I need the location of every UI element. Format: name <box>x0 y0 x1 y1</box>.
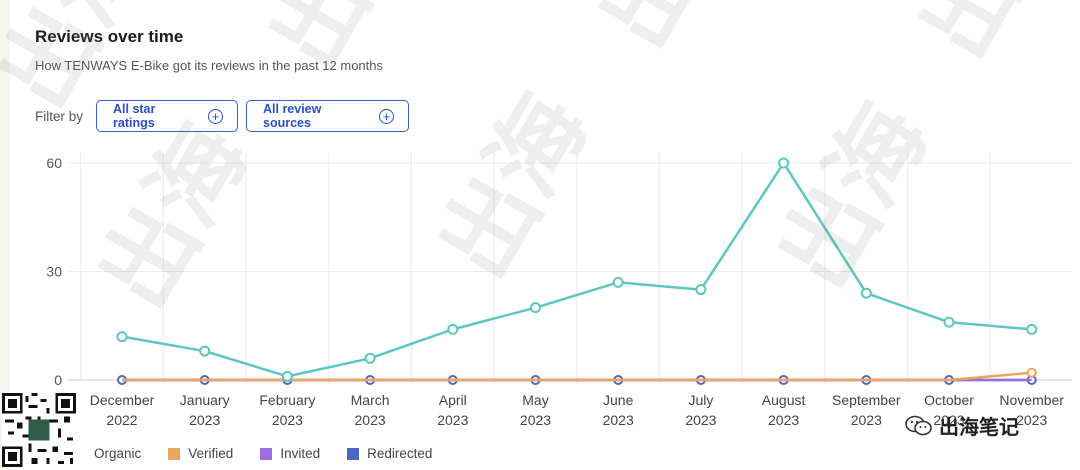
wechat-icon <box>905 415 932 435</box>
legend-label-organic: Organic <box>94 446 142 461</box>
chart-legend: Organic Verified Invited Redirected <box>86 446 459 461</box>
legend-label-redirected: Redirected <box>367 446 433 461</box>
x-tick-label-month: April <box>439 392 467 408</box>
x-tick-label-year: 2023 <box>768 412 799 428</box>
watermark-label: 出海笔记 <box>939 417 1019 439</box>
x-tick-label-year: 2023 <box>851 412 882 428</box>
reviews-card <box>10 0 1080 470</box>
y-tick-label: 0 <box>54 372 62 388</box>
x-tick-label-month: September <box>832 392 901 408</box>
plus-icon: + <box>379 108 394 124</box>
legend-item-invited[interactable]: Invited <box>260 446 320 461</box>
data-point-organic[interactable] <box>943 316 955 328</box>
data-point-organic[interactable] <box>860 287 872 299</box>
legend-swatch-redirected <box>347 447 360 460</box>
x-tick-label-year: 2022 <box>106 412 137 428</box>
x-tick-label-year: 2023 <box>355 412 386 428</box>
data-point-organic[interactable] <box>778 157 790 169</box>
x-tick-label-year: 2023 <box>1016 412 1047 428</box>
plus-icon: + <box>208 108 223 124</box>
legend-label-invited: Invited <box>280 446 321 461</box>
x-tick-label-year: 2023 <box>189 412 220 428</box>
x-tick-label-year: 2023 <box>685 412 716 428</box>
data-point-organic[interactable] <box>199 345 211 357</box>
series-line-verified <box>122 371 1032 382</box>
data-point-organic[interactable] <box>612 276 624 288</box>
x-tick-label-month: November <box>999 392 1064 408</box>
x-tick-label-month: March <box>351 392 390 408</box>
data-point-organic[interactable] <box>530 302 541 314</box>
x-tick-label-month: February <box>259 392 315 408</box>
data-point-organic[interactable] <box>1026 323 1038 335</box>
star-ratings-label: All star ratings <box>113 102 156 130</box>
watermark-brand: 出海笔记 <box>905 411 1019 440</box>
x-tick-label-month: May <box>522 392 548 408</box>
x-tick-label-month: October <box>924 392 974 408</box>
data-point-organic[interactable] <box>364 352 376 364</box>
data-point-verified[interactable] <box>1026 367 1037 378</box>
x-tick-label-year: 2023 <box>437 412 468 428</box>
legend-swatch-invited <box>260 447 273 460</box>
x-tick-label-month: January <box>180 392 230 408</box>
x-tick-label-month: August <box>762 392 806 408</box>
x-tick-label-year: 2023 <box>603 412 634 428</box>
data-point-organic[interactable] <box>281 370 293 382</box>
review-sources-filter-button[interactable]: All review sources + <box>246 100 409 132</box>
legend-item-verified[interactable]: Verified <box>168 446 233 461</box>
data-point-organic[interactable] <box>116 331 128 343</box>
chart-subtitle: How TENWAYS E-Bike got its reviews in th… <box>35 58 384 73</box>
legend-label-verified: Verified <box>188 446 234 461</box>
x-tick-label-month: December <box>90 392 155 408</box>
y-tick-label: 60 <box>46 155 62 171</box>
x-tick-label-year: 2023 <box>272 412 303 428</box>
y-tick-label: 30 <box>46 264 62 280</box>
legend-swatch-verified <box>168 447 181 460</box>
x-tick-label-year: 2023 <box>933 412 964 428</box>
review-sources-label: All review sources <box>263 102 322 130</box>
legend-item-organic[interactable]: Organic <box>86 446 141 461</box>
series-line-organic <box>121 161 1032 378</box>
star-ratings-filter-button[interactable]: All star ratings + <box>96 100 238 132</box>
chart-title: Reviews over time <box>35 27 184 46</box>
x-tick-label-month: July <box>688 392 713 408</box>
data-point-organic[interactable] <box>695 284 707 296</box>
filter-label: Filter by <box>35 109 84 124</box>
data-point-organic[interactable] <box>447 323 459 335</box>
qr-code-icon <box>2 393 76 467</box>
x-tick-label-month: June <box>603 392 634 408</box>
legend-item-redirected[interactable]: Redirected <box>347 446 432 461</box>
x-tick-label-year: 2023 <box>520 412 551 428</box>
